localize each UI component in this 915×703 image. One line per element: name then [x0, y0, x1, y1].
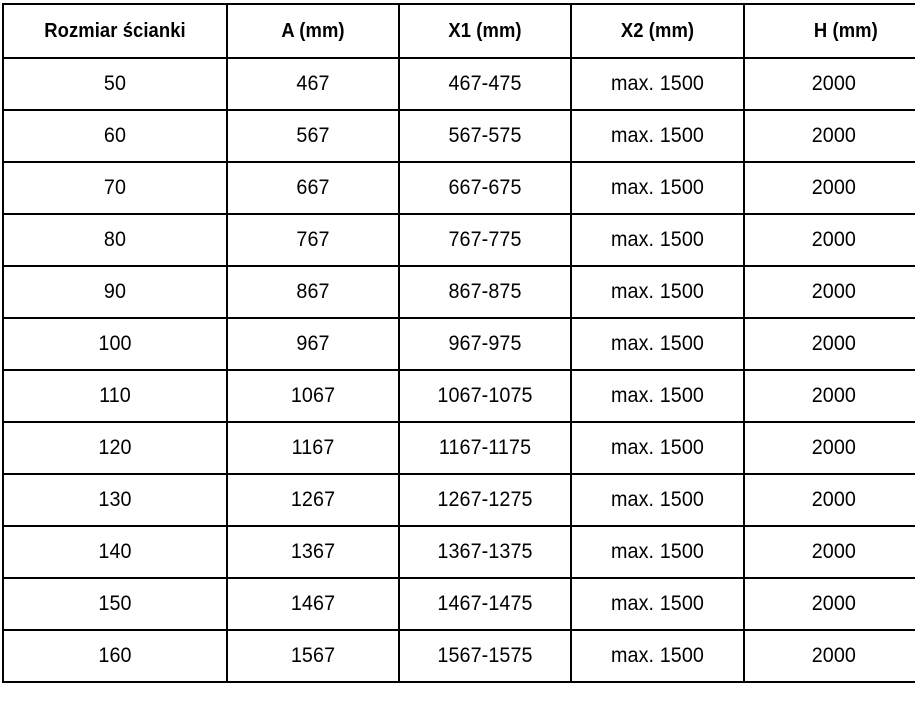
cell-a: 667: [231, 161, 395, 215]
table-row: 90 867 867-875 max. 1500 2000: [3, 265, 915, 319]
cell-h: 2000: [753, 525, 915, 579]
cell-h: 2000: [753, 317, 915, 371]
cell-a: 1067: [231, 369, 395, 423]
cell-a: 967: [231, 317, 395, 371]
cell-h: 2000: [753, 369, 915, 423]
cell-x1: 1167-1175: [403, 421, 567, 475]
cell-x1: 1067-1075: [403, 369, 567, 423]
cell-a: 1167: [231, 421, 395, 475]
cell-a: 767: [231, 213, 395, 267]
table-row: 60 567 567-575 max. 1500 2000: [3, 109, 915, 163]
cell-a: 1267: [231, 473, 395, 527]
cell-x2: max. 1500: [575, 265, 740, 319]
cell-size: 50: [8, 57, 222, 111]
table-row: 100 967 967-975 max. 1500 2000: [3, 317, 915, 371]
cell-a: 1467: [231, 577, 395, 631]
cell-size: 150: [8, 577, 222, 631]
table-row: 80 767 767-775 max. 1500 2000: [3, 213, 915, 267]
cell-a: 1367: [231, 525, 395, 579]
cell-size: 120: [8, 421, 222, 475]
cell-x2: max. 1500: [575, 317, 740, 371]
column-header-size: Rozmiar ścianki: [11, 3, 219, 59]
cell-h: 2000: [753, 57, 915, 111]
dimensions-table: Rozmiar ścianki A (mm) X1 (mm) X2 (mm) H…: [2, 3, 915, 683]
cell-x1: 1567-1575: [403, 629, 567, 683]
cell-x2: max. 1500: [575, 161, 740, 215]
cell-size: 80: [8, 213, 222, 267]
cell-size: 160: [8, 629, 222, 683]
table-row: 70 667 667-675 max. 1500 2000: [3, 161, 915, 215]
cell-a: 467: [231, 57, 395, 111]
cell-size: 60: [8, 109, 222, 163]
cell-h: 2000: [753, 265, 915, 319]
cell-h: 2000: [753, 421, 915, 475]
cell-size: 100: [8, 317, 222, 371]
cell-x1: 867-875: [403, 265, 567, 319]
cell-x1: 1367-1375: [403, 525, 567, 579]
cell-x2: max. 1500: [575, 369, 740, 423]
cell-x2: max. 1500: [575, 629, 740, 683]
cell-x1: 567-575: [403, 109, 567, 163]
cell-x2: max. 1500: [575, 577, 740, 631]
cell-x1: 767-775: [403, 213, 567, 267]
cell-size: 110: [8, 369, 222, 423]
table-row: 130 1267 1267-1275 max. 1500 2000: [3, 473, 915, 527]
table-row: 50 467 467-475 max. 1500 2000: [3, 57, 915, 111]
column-header-a: A (mm): [232, 3, 394, 59]
cell-x2: max. 1500: [575, 525, 740, 579]
cell-h: 2000: [753, 577, 915, 631]
cell-size: 90: [8, 265, 222, 319]
table-row: 120 1167 1167-1175 max. 1500 2000: [3, 421, 915, 475]
cell-a: 867: [231, 265, 395, 319]
cell-h: 2000: [753, 161, 915, 215]
cell-x1: 667-675: [403, 161, 567, 215]
cell-x1: 467-475: [403, 57, 567, 111]
cell-x1: 1467-1475: [403, 577, 567, 631]
table-row: 110 1067 1067-1075 max. 1500 2000: [3, 369, 915, 423]
cell-size: 70: [8, 161, 222, 215]
cell-x1: 967-975: [403, 317, 567, 371]
cell-x2: max. 1500: [575, 421, 740, 475]
cell-x2: max. 1500: [575, 473, 740, 527]
cell-h: 2000: [753, 109, 915, 163]
cell-h: 2000: [753, 629, 915, 683]
cell-a: 1567: [231, 629, 395, 683]
column-header-x1: X1 (mm): [404, 3, 566, 59]
table-container: Rozmiar ścianki A (mm) X1 (mm) X2 (mm) H…: [2, 3, 915, 683]
table-row: 160 1567 1567-1575 max. 1500 2000: [3, 629, 915, 683]
cell-size: 140: [8, 525, 222, 579]
cell-x2: max. 1500: [575, 109, 740, 163]
column-header-h: H (mm): [756, 3, 915, 59]
cell-x1: 1267-1275: [403, 473, 567, 527]
cell-x2: max. 1500: [575, 213, 740, 267]
table-row: 140 1367 1367-1375 max. 1500 2000: [3, 525, 915, 579]
table-row: 150 1467 1467-1475 max. 1500 2000: [3, 577, 915, 631]
table-header-row: Rozmiar ścianki A (mm) X1 (mm) X2 (mm) H…: [3, 3, 915, 59]
cell-a: 567: [231, 109, 395, 163]
cell-h: 2000: [753, 473, 915, 527]
column-header-x2: X2 (mm): [576, 3, 738, 59]
cell-size: 130: [8, 473, 222, 527]
cell-h: 2000: [753, 213, 915, 267]
cell-x2: max. 1500: [575, 57, 740, 111]
table-header: Rozmiar ścianki A (mm) X1 (mm) X2 (mm) H…: [3, 3, 915, 59]
table-body: 50 467 467-475 max. 1500 2000 60 567 567…: [3, 57, 915, 683]
